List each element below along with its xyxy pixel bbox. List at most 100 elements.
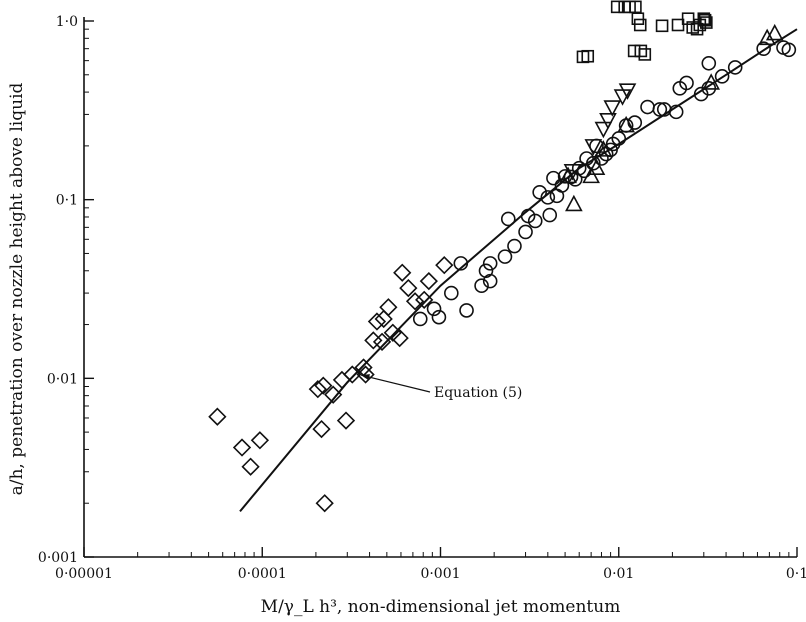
data-point-triangle-up bbox=[582, 166, 600, 184]
data-point-circle bbox=[679, 75, 694, 91]
data-point-diamond bbox=[343, 365, 362, 384]
data-point-circle bbox=[518, 224, 533, 240]
data-point-diamond bbox=[232, 438, 252, 457]
data-point-diamond bbox=[314, 376, 333, 395]
data-point-square bbox=[581, 49, 595, 63]
data-point-diamond bbox=[435, 256, 454, 275]
y-axis-label: a/h, penetration over nozzle height abov… bbox=[7, 82, 27, 495]
data-point-triangle-down bbox=[584, 139, 603, 156]
data-point-triangle-down bbox=[618, 83, 637, 100]
x-tick-label: 0·1 bbox=[786, 566, 806, 582]
data-point-triangle-up bbox=[587, 158, 606, 176]
data-point-circle bbox=[640, 99, 655, 115]
data-point-square bbox=[629, 0, 642, 14]
data-point-square bbox=[634, 44, 648, 58]
data-point-circle bbox=[714, 69, 730, 84]
data-point-square bbox=[698, 13, 712, 27]
data-point-diamond bbox=[379, 298, 398, 317]
y-tick-label: 1·0 bbox=[56, 14, 78, 30]
data-point-circle bbox=[431, 309, 447, 325]
y-tick-label: 0·01 bbox=[47, 371, 78, 387]
data-point-diamond bbox=[332, 370, 352, 390]
data-point-circle bbox=[426, 301, 442, 317]
data-point-circle bbox=[652, 102, 668, 117]
x-tick-label: 0·001 bbox=[420, 566, 460, 582]
equation-5-curve bbox=[239, 28, 798, 513]
data-points-layer bbox=[208, 0, 797, 513]
data-point-diamond bbox=[390, 328, 409, 348]
data-point-circle bbox=[668, 104, 684, 120]
data-point-circle bbox=[756, 41, 771, 56]
y-tick-label: 0·1 bbox=[56, 193, 78, 209]
data-point-circle bbox=[474, 278, 489, 293]
data-point-circle bbox=[459, 303, 474, 318]
equation-curve-layer bbox=[239, 28, 798, 513]
data-point-triangle-up bbox=[594, 140, 613, 157]
data-point-circle bbox=[627, 115, 643, 130]
data-point-circle bbox=[701, 55, 717, 71]
data-point-square bbox=[655, 19, 669, 33]
data-point-square bbox=[633, 18, 647, 32]
data-point-diamond bbox=[415, 290, 434, 309]
data-point-diamond bbox=[250, 431, 270, 450]
data-point-circle bbox=[527, 213, 543, 229]
x-tick-label: 0·00001 bbox=[55, 566, 113, 582]
data-point-circle bbox=[412, 311, 428, 327]
y-tick-label: 0·001 bbox=[38, 550, 78, 566]
data-point-circle bbox=[482, 273, 498, 289]
annotation-arrowhead bbox=[360, 374, 370, 381]
data-point-triangle-down bbox=[563, 164, 582, 181]
data-point-square bbox=[638, 48, 652, 61]
data-point-diamond bbox=[308, 380, 327, 399]
data-point-diamond bbox=[367, 312, 387, 331]
data-point-diamond bbox=[241, 457, 260, 476]
labels-layer: M/γ_L h³, non-dimensional jet momentum a… bbox=[7, 82, 620, 617]
data-point-triangle-up bbox=[565, 194, 583, 212]
data-point-circle bbox=[497, 249, 513, 264]
annotation-leader-line bbox=[360, 374, 431, 393]
x-axis-label: M/γ_L h³, non-dimensional jet momentum bbox=[261, 597, 621, 617]
data-point-triangle-down bbox=[599, 112, 617, 130]
data-point-diamond bbox=[405, 292, 425, 311]
annotation-label: Equation (5) bbox=[434, 385, 522, 401]
data-point-square bbox=[697, 12, 711, 26]
data-point-triangle-down bbox=[594, 121, 613, 139]
data-point-triangle-up bbox=[765, 23, 784, 41]
data-point-circle bbox=[532, 184, 547, 200]
data-point-circle bbox=[540, 190, 556, 205]
data-point-square bbox=[610, 0, 624, 14]
data-point-triangle-up bbox=[559, 166, 577, 184]
data-point-circle bbox=[727, 60, 743, 75]
data-point-diamond bbox=[393, 263, 412, 282]
data-point-diamond bbox=[336, 411, 356, 430]
data-point-diamond bbox=[372, 332, 392, 351]
data-point-circle bbox=[507, 238, 522, 254]
data-point-diamond bbox=[383, 323, 402, 342]
data-point-square bbox=[690, 22, 704, 36]
data-point-triangle-up bbox=[758, 28, 776, 46]
data-point-diamond bbox=[208, 407, 227, 426]
data-point-diamond bbox=[374, 309, 393, 329]
data-point-square bbox=[627, 44, 641, 58]
axes: 0·00001 0·0001 0·001 0·01 0·1 0·001 0·01 0·1 1·0 bbox=[38, 14, 806, 582]
data-point-circle bbox=[520, 208, 536, 224]
data-point-diamond bbox=[324, 385, 343, 404]
data-point-circle bbox=[482, 256, 498, 271]
data-point-circle bbox=[546, 170, 561, 186]
data-point-circle bbox=[453, 256, 469, 271]
data-point-diamond bbox=[315, 494, 334, 513]
data-point-triangle-up bbox=[702, 73, 721, 90]
data-point-square bbox=[700, 16, 713, 29]
data-point-square bbox=[686, 21, 700, 34]
data-point-circle bbox=[542, 207, 558, 223]
data-point-circle bbox=[594, 151, 609, 166]
x-tick-label: 0·0001 bbox=[238, 566, 287, 582]
data-point-triangle-up bbox=[617, 115, 635, 133]
x-tick-label: 0·01 bbox=[603, 566, 634, 582]
data-point-triangle-down bbox=[603, 100, 622, 117]
data-point-diamond bbox=[399, 278, 418, 298]
data-point-diamond bbox=[419, 271, 438, 291]
data-point-diamond bbox=[312, 419, 331, 439]
data-point-circle bbox=[444, 285, 459, 301]
